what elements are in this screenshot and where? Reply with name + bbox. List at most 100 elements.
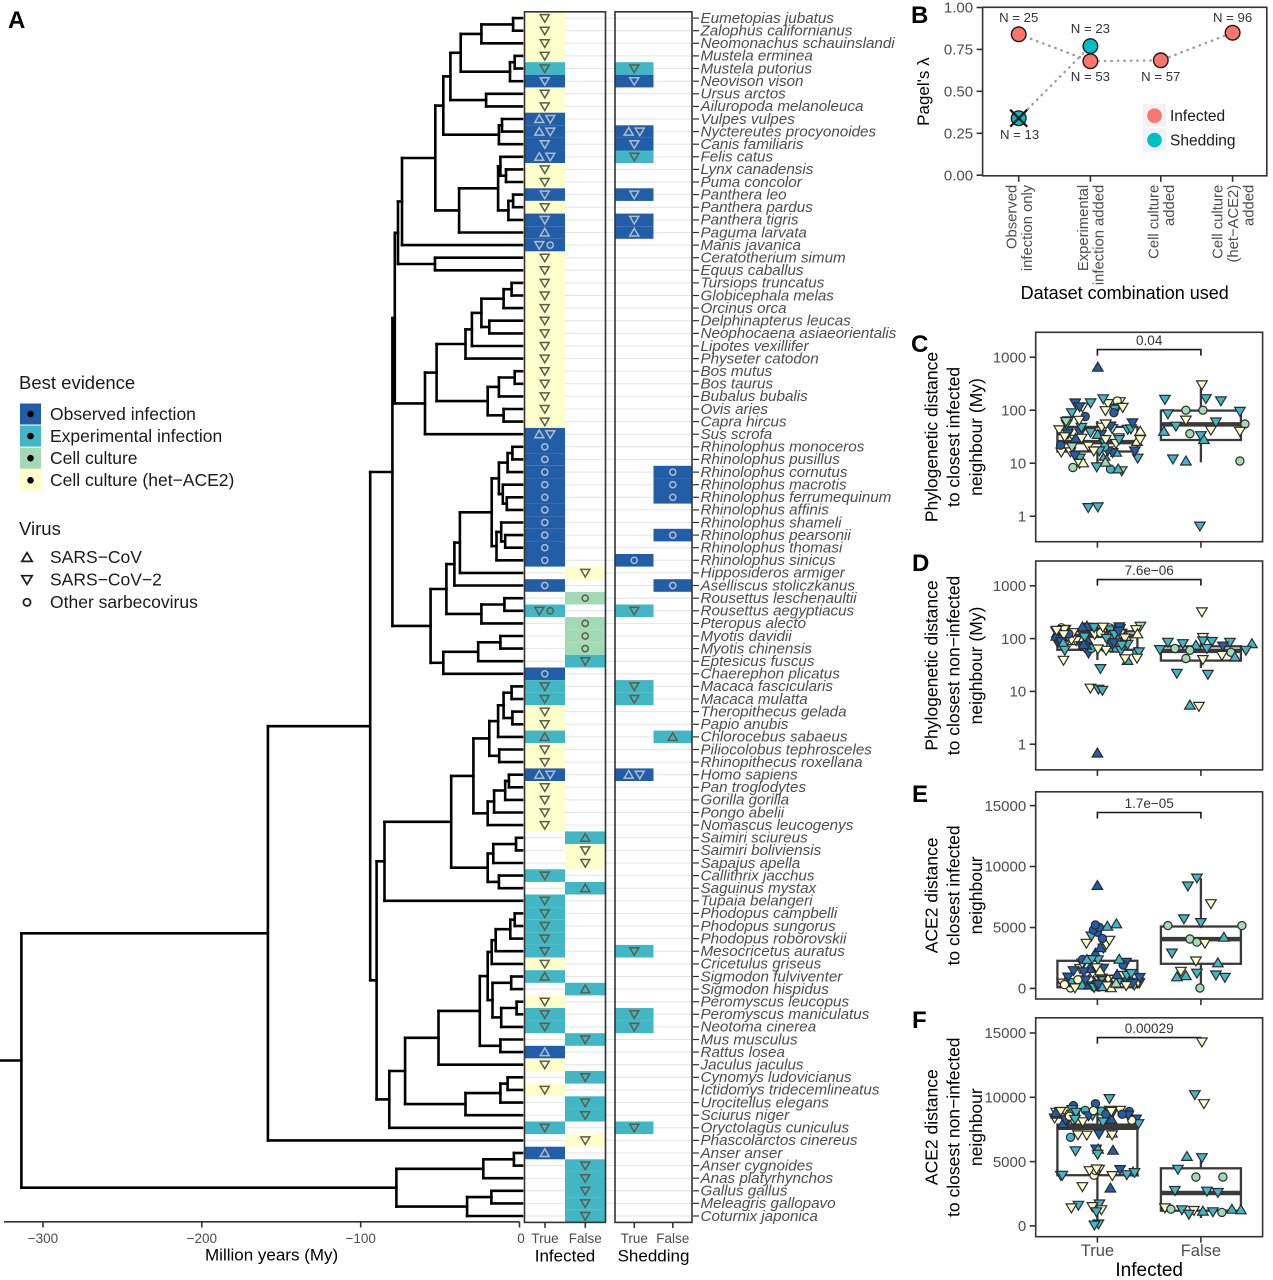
svg-text:Pteropus alecto: Pteropus alecto <box>701 615 807 632</box>
svg-text:Sapajus apella: Sapajus apella <box>701 855 801 872</box>
svg-text:0.50: 0.50 <box>944 84 973 101</box>
svg-text:Piliocolobus tephrosceles: Piliocolobus tephrosceles <box>701 741 873 758</box>
svg-text:Puma concolor: Puma concolor <box>701 174 803 191</box>
svg-text:Neotoma cinerea: Neotoma cinerea <box>701 1019 817 1036</box>
svg-text:−200: −200 <box>187 1231 217 1246</box>
svg-text:Mustela erminea: Mustela erminea <box>701 48 813 65</box>
svg-text:ACE2 distance: ACE2 distance <box>921 838 941 954</box>
svg-text:Saimiri sciureus: Saimiri sciureus <box>701 830 809 847</box>
svg-text:Globicephala melas: Globicephala melas <box>701 287 835 304</box>
svg-text:Gallus gallus: Gallus gallus <box>701 1183 788 1200</box>
svg-text:Eumetopias jubatus: Eumetopias jubatus <box>701 10 835 27</box>
svg-text:SARS−CoV: SARS−CoV <box>50 547 142 567</box>
svg-text:Sigmodon hispidus: Sigmodon hispidus <box>701 981 830 998</box>
svg-text:Shedding: Shedding <box>1170 133 1236 150</box>
svg-text:Bos mutus: Bos mutus <box>701 363 773 380</box>
svg-text:N = 13: N = 13 <box>1000 127 1039 142</box>
svg-text:Meleagris gallopavo: Meleagris gallopavo <box>701 1195 836 1212</box>
svg-text:B: B <box>911 2 928 29</box>
svg-text:1: 1 <box>1018 508 1026 525</box>
svg-text:Observed infection: Observed infection <box>50 404 196 424</box>
svg-text:10000: 10000 <box>984 859 1026 876</box>
svg-text:Orcinus orca: Orcinus orca <box>701 300 787 317</box>
svg-text:Pongo abelii: Pongo abelii <box>701 804 785 821</box>
svg-text:Mus musculus: Mus musculus <box>701 1031 798 1048</box>
svg-text:0: 0 <box>1018 981 1026 998</box>
svg-text:added: added <box>1242 185 1258 226</box>
svg-text:Nyctereutes procyonoides: Nyctereutes procyonoides <box>701 123 877 140</box>
svg-text:neighbour (My): neighbour (My) <box>966 378 986 496</box>
svg-text:10: 10 <box>1010 684 1027 701</box>
svg-text:C: C <box>911 331 928 358</box>
svg-text:Cell culture: Cell culture <box>1147 185 1163 259</box>
svg-text:N = 57: N = 57 <box>1141 69 1180 84</box>
svg-text:False: False <box>656 1231 689 1246</box>
svg-text:Phodopus campbelli: Phodopus campbelli <box>701 905 838 922</box>
svg-text:0.75: 0.75 <box>944 42 973 59</box>
svg-text:1.7e−05: 1.7e−05 <box>1125 796 1174 811</box>
svg-text:Physeter catodon: Physeter catodon <box>701 350 819 367</box>
svg-text:False: False <box>569 1231 602 1246</box>
svg-text:neighbour: neighbour <box>966 856 986 934</box>
svg-text:100: 100 <box>1001 631 1026 648</box>
svg-text:Lynx canadensis: Lynx canadensis <box>701 161 814 178</box>
svg-text:Aselliscus stoliczkanus: Aselliscus stoliczkanus <box>700 577 856 594</box>
svg-text:Vulpes vulpes: Vulpes vulpes <box>701 111 796 128</box>
svg-text:Mesocricetus auratus: Mesocricetus auratus <box>701 943 846 960</box>
svg-text:Rousettus aegyptiacus: Rousettus aegyptiacus <box>701 603 855 620</box>
svg-text:N = 25: N = 25 <box>999 10 1038 25</box>
svg-text:100: 100 <box>1001 402 1026 419</box>
svg-text:N = 53: N = 53 <box>1071 69 1110 84</box>
svg-text:Phascolarctos cinereus: Phascolarctos cinereus <box>701 1132 858 1149</box>
svg-text:Infected: Infected <box>535 1247 596 1266</box>
svg-text:Cynomys ludovicianus: Cynomys ludovicianus <box>701 1069 853 1086</box>
svg-text:Million years (My): Million years (My) <box>205 1246 338 1265</box>
svg-text:Panthera tigris: Panthera tigris <box>701 212 799 229</box>
svg-text:Virus: Virus <box>19 518 61 539</box>
svg-text:to closest infected: to closest infected <box>944 367 964 507</box>
svg-text:True: True <box>621 1231 648 1246</box>
svg-text:0: 0 <box>517 1231 525 1246</box>
svg-text:Panthera leo: Panthera leo <box>701 186 787 203</box>
svg-text:0.25: 0.25 <box>944 126 973 143</box>
svg-text:(het−ACE2): (het−ACE2) <box>1226 185 1242 263</box>
svg-text:7.6e−06: 7.6e−06 <box>1125 563 1174 578</box>
svg-text:0.00: 0.00 <box>944 167 973 184</box>
svg-text:Chlorocebus sabaeus: Chlorocebus sabaeus <box>701 729 848 746</box>
svg-text:N = 96: N = 96 <box>1213 10 1252 25</box>
svg-text:Other sarbecovirus: Other sarbecovirus <box>50 592 198 612</box>
svg-text:True: True <box>1081 1242 1114 1260</box>
svg-text:Cricetulus griseus: Cricetulus griseus <box>701 956 822 973</box>
svg-text:to closest non−infected: to closest non−infected <box>944 1037 964 1217</box>
svg-text:15000: 15000 <box>984 798 1026 815</box>
svg-text:Rhinolophus ferrumequinum: Rhinolophus ferrumequinum <box>701 489 892 506</box>
svg-text:Sciurus niger: Sciurus niger <box>701 1107 791 1124</box>
svg-text:Rhinopithecus roxellana: Rhinopithecus roxellana <box>701 754 863 771</box>
svg-text:Shedding: Shedding <box>618 1247 690 1266</box>
svg-text:Cell culture: Cell culture <box>1211 185 1227 259</box>
svg-text:Neomonachus schauinslandi: Neomonachus schauinslandi <box>701 35 896 52</box>
svg-text:Bubalus bubalis: Bubalus bubalis <box>701 388 809 405</box>
svg-text:Anser anser: Anser anser <box>700 1145 784 1162</box>
svg-text:0.00029: 0.00029 <box>1125 1021 1174 1036</box>
svg-text:Rhinolophus pusillus: Rhinolophus pusillus <box>701 451 841 468</box>
svg-text:Equus caballus: Equus caballus <box>701 262 804 279</box>
svg-text:Chaerephon plicatus: Chaerephon plicatus <box>701 666 841 683</box>
svg-text:Delphinapterus leucas: Delphinapterus leucas <box>701 313 852 330</box>
svg-text:Homo sapiens: Homo sapiens <box>701 767 798 784</box>
svg-text:1000: 1000 <box>993 578 1026 595</box>
svg-text:neighbour (My): neighbour (My) <box>966 607 986 725</box>
svg-text:Sus scrofa: Sus scrofa <box>701 426 773 443</box>
svg-text:Nomascus leucogenys: Nomascus leucogenys <box>701 817 854 834</box>
svg-text:Peromyscus leucopus: Peromyscus leucopus <box>701 994 850 1011</box>
svg-text:15000: 15000 <box>984 1025 1026 1042</box>
svg-text:Paguma larvata: Paguma larvata <box>701 224 807 241</box>
svg-text:Theropithecus gelada: Theropithecus gelada <box>701 703 847 720</box>
svg-text:Jaculus jaculus: Jaculus jaculus <box>700 1057 804 1074</box>
svg-text:Lipotes vexillifer: Lipotes vexillifer <box>701 338 810 355</box>
svg-text:to closest infected: to closest infected <box>944 825 964 965</box>
svg-text:−100: −100 <box>345 1231 375 1246</box>
svg-text:Ailuropoda melanoleuca: Ailuropoda melanoleuca <box>700 98 864 115</box>
svg-text:Rhinolophus thomasi: Rhinolophus thomasi <box>701 540 843 557</box>
svg-text:Ceratotherium simum: Ceratotherium simum <box>701 250 846 267</box>
